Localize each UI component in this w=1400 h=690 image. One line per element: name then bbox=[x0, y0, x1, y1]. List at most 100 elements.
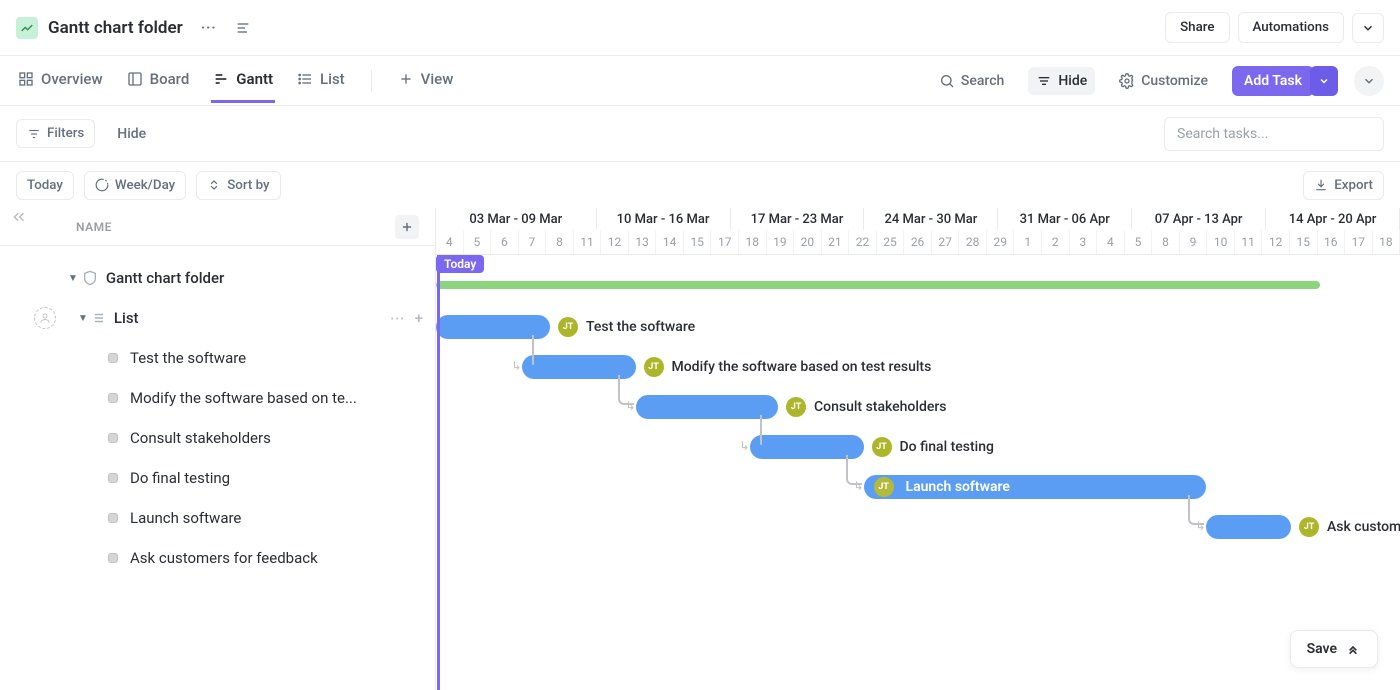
gantt-day: 5 bbox=[1125, 230, 1153, 254]
week-day-label: Week/Day bbox=[115, 178, 175, 193]
gantt-task-row: JTAsk customers bbox=[1206, 513, 1400, 541]
sidebar: NAME ▼ Gantt chart folder ▼ bbox=[0, 208, 436, 690]
hide-filter-button[interactable]: Hide bbox=[107, 120, 156, 148]
gantt-day: 10 bbox=[1207, 230, 1235, 254]
folder-menu-icon[interactable] bbox=[229, 14, 257, 42]
gantt-week: 07 Apr - 13 Apr bbox=[1132, 208, 1266, 230]
filters-label: Filters bbox=[47, 126, 84, 141]
tab-gantt[interactable]: Gantt bbox=[211, 58, 275, 103]
sidebar-add-column-button[interactable] bbox=[395, 215, 419, 239]
hide-button[interactable]: Hide bbox=[1028, 67, 1095, 95]
dependency-line bbox=[532, 335, 534, 365]
tree-task[interactable]: Consult stakeholders bbox=[0, 418, 435, 458]
list-more-icon[interactable]: ⋯ bbox=[390, 309, 405, 327]
automations-button[interactable]: Automations bbox=[1238, 12, 1345, 43]
gantt-area: 03 Mar - 09 Mar10 Mar - 16 Mar17 Mar - 2… bbox=[436, 208, 1400, 690]
gantt-day: 27 bbox=[932, 230, 960, 254]
filters-button[interactable]: Filters bbox=[16, 119, 95, 148]
export-button[interactable]: Export bbox=[1303, 171, 1384, 200]
tab-overview[interactable]: Overview bbox=[16, 58, 105, 103]
assignee-avatar[interactable]: JT bbox=[558, 317, 578, 337]
assignee-avatar[interactable]: JT bbox=[786, 397, 806, 417]
gantt-task-bar[interactable] bbox=[636, 395, 779, 419]
add-task-button[interactable]: Add Task bbox=[1232, 66, 1314, 96]
dependency-arrow-icon: ↳ bbox=[854, 479, 864, 493]
gantt-week: 03 Mar - 09 Mar bbox=[436, 208, 597, 230]
tree-task[interactable]: Do final testing bbox=[0, 458, 435, 498]
gantt-week: 24 Mar - 30 Mar bbox=[864, 208, 998, 230]
gantt-task-row: JT Launch software bbox=[864, 473, 1206, 501]
tab-add-view[interactable]: View bbox=[396, 58, 456, 103]
gantt-day: 19 bbox=[767, 230, 795, 254]
search-label: Search bbox=[961, 73, 1004, 89]
folder-more-icon[interactable]: ··· bbox=[195, 14, 223, 42]
task-status-dot bbox=[108, 393, 118, 403]
today-button[interactable]: Today bbox=[16, 171, 74, 200]
dependency-arrow-icon: ↳ bbox=[740, 439, 750, 453]
save-button[interactable]: Save bbox=[1290, 630, 1378, 668]
task-status-dot bbox=[108, 553, 118, 563]
gantt-task-label: Do final testing bbox=[900, 439, 994, 455]
sort-by-button[interactable]: Sort by bbox=[196, 171, 280, 200]
gantt-day: 17 bbox=[711, 230, 739, 254]
assignee-placeholder-icon[interactable] bbox=[34, 307, 56, 329]
gantt-day: 11 bbox=[1235, 230, 1263, 254]
folder-title[interactable]: Gantt chart folder bbox=[48, 18, 183, 38]
customize-button[interactable]: Customize bbox=[1111, 67, 1216, 95]
gantt-task-row: JTModify the software based on test resu… bbox=[522, 353, 932, 381]
save-label: Save bbox=[1307, 641, 1337, 657]
task-status-dot bbox=[108, 433, 118, 443]
tab-board[interactable]: Board bbox=[125, 58, 192, 103]
caret-down-icon[interactable]: ▼ bbox=[68, 273, 78, 284]
assignee-avatar[interactable]: JT bbox=[1299, 517, 1319, 537]
tree-task[interactable]: Launch software bbox=[0, 498, 435, 538]
gantt-day: 11 bbox=[574, 230, 602, 254]
tab-list[interactable]: List bbox=[295, 58, 347, 103]
tab-gantt-label: Gantt bbox=[236, 70, 273, 88]
gantt-task-row: JTConsult stakeholders bbox=[636, 393, 947, 421]
gantt-day: 20 bbox=[794, 230, 822, 254]
gantt-day: 7 bbox=[519, 230, 547, 254]
tree-task[interactable]: Modify the software based on te... bbox=[0, 378, 435, 418]
gantt-day: 15 bbox=[684, 230, 712, 254]
gantt-week: 10 Mar - 16 Mar bbox=[597, 208, 731, 230]
task-label: Do final testing bbox=[130, 469, 230, 487]
sort-by-label: Sort by bbox=[227, 178, 269, 193]
tree-folder[interactable]: ▼ Gantt chart folder bbox=[0, 258, 435, 298]
add-task-caret[interactable] bbox=[1310, 66, 1338, 96]
search-tasks-input[interactable] bbox=[1164, 117, 1384, 151]
gantt-day: 9 bbox=[1180, 230, 1208, 254]
assignee-avatar[interactable]: JT bbox=[644, 357, 664, 377]
sidebar-collapse-icon[interactable] bbox=[10, 208, 28, 226]
gantt-task-bar[interactable]: JT Launch software bbox=[864, 475, 1206, 499]
gantt-day: 25 bbox=[877, 230, 905, 254]
assignee-avatar[interactable]: JT bbox=[872, 437, 892, 457]
tree-task[interactable]: Test the software bbox=[0, 338, 435, 378]
more-menu-button[interactable] bbox=[1354, 66, 1384, 96]
gantt-task-label: Test the software bbox=[586, 319, 695, 335]
gantt-day: 1 bbox=[1014, 230, 1042, 254]
list-add-icon[interactable]: + bbox=[415, 309, 423, 327]
summary-bar[interactable] bbox=[436, 281, 1320, 289]
search-button[interactable]: Search bbox=[931, 67, 1012, 95]
add-task-label: Add Task bbox=[1244, 73, 1302, 89]
tree-list[interactable]: ▼ List ⋯ + bbox=[0, 298, 435, 338]
share-button[interactable]: Share bbox=[1165, 12, 1229, 43]
gantt-day: 3 bbox=[1070, 230, 1098, 254]
gantt-task-label: Launch software bbox=[906, 479, 1010, 495]
tree-task[interactable]: Ask customers for feedback bbox=[0, 538, 435, 578]
task-label: Test the software bbox=[130, 349, 246, 367]
tab-overview-label: Overview bbox=[41, 70, 103, 88]
assignee-avatar[interactable]: JT bbox=[874, 477, 894, 497]
gantt-task-row: JT Test the software bbox=[436, 313, 695, 341]
automations-caret-button[interactable] bbox=[1352, 13, 1384, 43]
gantt-body[interactable]: Today JTTest the softwareJTModify the so… bbox=[436, 255, 1400, 690]
tab-list-label: List bbox=[320, 70, 345, 88]
week-day-button[interactable]: Week/Day bbox=[84, 171, 186, 200]
gantt-task-bar[interactable] bbox=[1206, 515, 1292, 539]
filter-row: Filters Hide bbox=[0, 106, 1400, 162]
gantt-day: 21 bbox=[822, 230, 850, 254]
caret-down-icon[interactable]: ▼ bbox=[78, 313, 88, 324]
gantt-task-row: JT Do final testing bbox=[750, 433, 994, 461]
gantt-week: 17 Mar - 23 Mar bbox=[731, 208, 865, 230]
